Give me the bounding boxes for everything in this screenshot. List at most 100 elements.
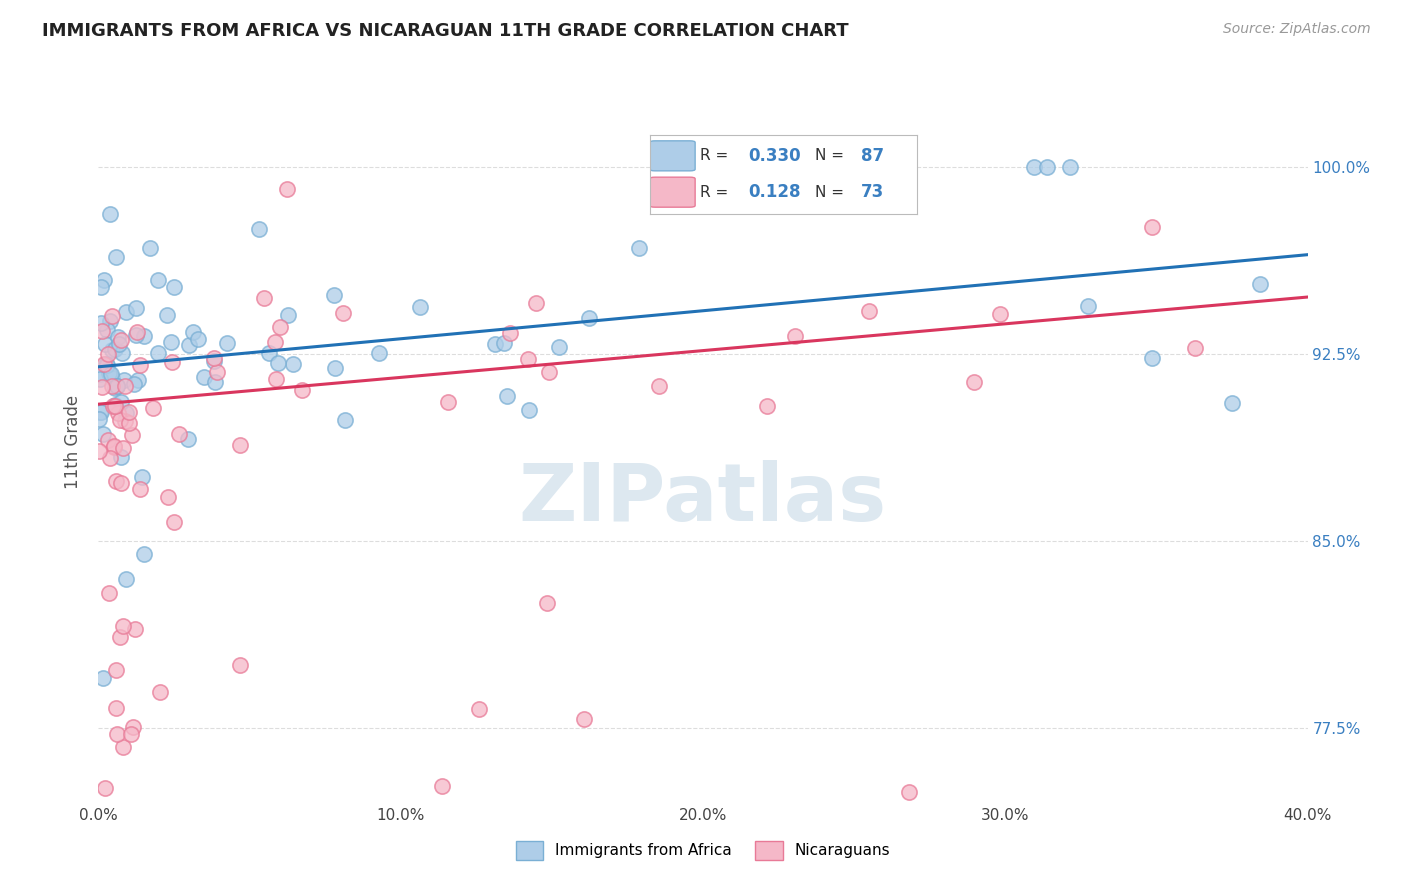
Point [276, 182, 298, 196]
Point [769, 161, 792, 175]
Point [105, 379, 128, 393]
Point [756, 400, 779, 414]
Point [103, 438, 125, 452]
Point [516, 352, 538, 367]
Point [101, 399, 124, 413]
Point [229, 438, 252, 452]
Point [269, 320, 291, 334]
Point [110, 450, 132, 465]
Point [257, 346, 280, 360]
Point [228, 658, 250, 673]
Point [177, 338, 200, 352]
Point [146, 346, 169, 360]
Point [264, 335, 287, 350]
Point [114, 414, 136, 428]
Point [963, 375, 986, 389]
Point [578, 310, 600, 325]
Point [193, 369, 215, 384]
Point [160, 355, 183, 369]
Point [156, 308, 179, 322]
Point [98, 207, 121, 221]
Point [484, 337, 506, 351]
Point [277, 308, 299, 322]
Point [824, 161, 846, 175]
Point [94, 336, 117, 351]
Point [131, 470, 153, 484]
Point [120, 727, 142, 741]
Point [107, 330, 129, 344]
Point [108, 336, 131, 351]
Text: IMMIGRANTS FROM AFRICA VS NICARAGUAN 11TH GRADE CORRELATION CHART: IMMIGRANTS FROM AFRICA VS NICARAGUAN 11T… [42, 22, 849, 40]
Point [91, 671, 114, 685]
Point [142, 401, 165, 415]
Point [157, 490, 180, 504]
Point [97, 347, 120, 361]
Point [494, 335, 516, 350]
Point [90, 404, 112, 418]
Point [122, 377, 145, 392]
Point [1249, 277, 1271, 291]
Point [858, 304, 880, 318]
Point [110, 333, 132, 347]
Point [93, 780, 115, 795]
Point [651, 161, 673, 175]
Point [122, 720, 145, 734]
Text: 0.330: 0.330 [748, 147, 801, 165]
FancyBboxPatch shape [650, 141, 695, 171]
Point [103, 441, 125, 455]
Point [125, 325, 148, 339]
Point [100, 343, 122, 357]
Point [437, 395, 460, 409]
Point [110, 475, 132, 490]
Point [111, 739, 134, 754]
Point [177, 433, 200, 447]
Point [104, 701, 127, 715]
Point [215, 336, 238, 351]
Point [124, 622, 146, 636]
Point [98, 451, 121, 466]
Point [94, 358, 117, 372]
Text: Source: ZipAtlas.com: Source: ZipAtlas.com [1223, 22, 1371, 37]
Text: R =: R = [700, 185, 734, 200]
Point [110, 630, 132, 644]
Point [100, 367, 122, 381]
Point [167, 427, 190, 442]
Point [876, 161, 898, 175]
Point [114, 378, 136, 392]
Point [105, 474, 128, 488]
Point [110, 412, 132, 426]
Point [267, 355, 290, 369]
Point [988, 307, 1011, 321]
Point [104, 342, 127, 356]
Point [89, 405, 111, 419]
Text: ZIPatlas: ZIPatlas [519, 460, 887, 539]
Point [1059, 161, 1081, 175]
Point [146, 273, 169, 287]
Point [499, 326, 522, 341]
Point [96, 358, 118, 372]
Point [107, 406, 129, 420]
Point [91, 380, 114, 394]
Point [181, 325, 204, 339]
Point [1142, 351, 1164, 365]
Point [368, 346, 391, 360]
Point [125, 327, 148, 342]
Point [281, 357, 304, 371]
Point [332, 306, 354, 320]
Point [891, 161, 914, 175]
Point [1140, 220, 1163, 235]
Point [89, 412, 111, 426]
Point [648, 378, 671, 392]
Point [662, 161, 685, 175]
Point [409, 300, 432, 314]
Point [139, 241, 162, 255]
Text: 0.128: 0.128 [748, 183, 801, 202]
Point [628, 241, 651, 255]
Point [112, 618, 135, 632]
Point [1036, 161, 1059, 175]
Point [90, 279, 112, 293]
Point [538, 365, 561, 379]
Point [89, 367, 111, 381]
Point [91, 427, 114, 442]
Point [104, 664, 127, 678]
